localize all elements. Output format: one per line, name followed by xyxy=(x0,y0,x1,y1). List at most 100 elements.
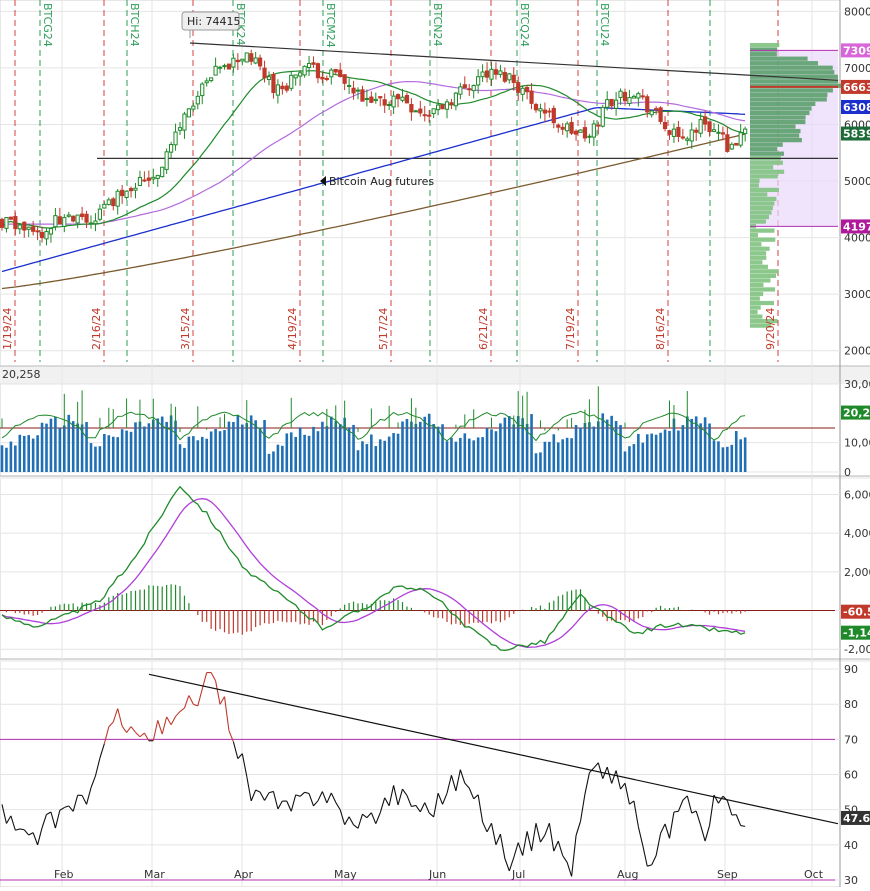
rsi-segment xyxy=(710,795,714,825)
volume-bar xyxy=(63,425,66,472)
volume-bar xyxy=(744,437,747,472)
candle-body xyxy=(58,217,61,224)
candle-body xyxy=(459,87,462,94)
candle-body xyxy=(290,75,293,88)
volume-bar xyxy=(455,442,458,472)
rsi-segment xyxy=(362,814,366,817)
rsi-segment xyxy=(269,791,273,792)
price-tick-label: 80000 xyxy=(844,5,870,18)
rsi-segment xyxy=(465,783,469,788)
volume-bar xyxy=(148,423,151,472)
contract-label: BTCM24 xyxy=(324,3,337,48)
rsi-segment xyxy=(251,790,255,801)
contract-label: BTCG24 xyxy=(41,3,54,47)
volume-bar xyxy=(121,429,124,472)
date-label: 2/16/24 xyxy=(90,308,103,350)
volume-profile-bar xyxy=(750,43,779,47)
candle-body xyxy=(735,143,738,145)
candle-body xyxy=(138,177,141,185)
volume-bar xyxy=(32,439,35,472)
rsi-trendline xyxy=(149,674,838,823)
date-label: 6/21/24 xyxy=(477,308,490,350)
rsi-segment xyxy=(322,792,326,803)
rsi-segment xyxy=(425,803,429,813)
volume-profile-bar xyxy=(750,147,777,151)
rsi-segment xyxy=(612,771,616,784)
volume-bar xyxy=(197,440,200,472)
candle-body xyxy=(241,59,244,61)
volume-profile-bar xyxy=(750,219,766,223)
candle-body xyxy=(85,214,88,222)
volume-bar xyxy=(321,422,324,472)
ma-100-line xyxy=(2,108,745,272)
candle-body xyxy=(112,199,115,206)
candle-body xyxy=(490,69,493,79)
volume-bar xyxy=(36,435,39,472)
volume-bar xyxy=(642,443,645,472)
volume-bar xyxy=(272,451,275,472)
volume-profile-bar xyxy=(750,170,784,174)
volume-bar xyxy=(624,451,627,472)
volume-profile-bar xyxy=(750,229,775,233)
month-label: Jun xyxy=(428,868,446,881)
date-label: 8/16/24 xyxy=(654,308,667,350)
volume-bar xyxy=(366,444,369,472)
volume-bar xyxy=(219,431,222,472)
volume-bar xyxy=(428,414,431,472)
price-right-label: 41970 xyxy=(843,220,870,233)
volume-bar xyxy=(717,441,720,472)
candle-body xyxy=(254,58,257,63)
candle-body xyxy=(245,53,248,62)
candle-body xyxy=(294,75,297,78)
candle-body xyxy=(23,222,26,230)
volume-profile-bar xyxy=(750,314,762,318)
rsi-segment xyxy=(131,727,135,733)
candle-body xyxy=(94,221,97,224)
candle-body xyxy=(285,86,288,90)
candle-body xyxy=(54,216,57,227)
rsi-segment xyxy=(505,858,509,870)
rsi-segment xyxy=(171,716,175,724)
rsi-segment xyxy=(496,834,500,845)
rsi-segment xyxy=(647,865,651,866)
volume-bar xyxy=(557,442,560,472)
candle-body xyxy=(668,131,671,135)
volume-profile-bar xyxy=(750,124,796,128)
rsi-segment xyxy=(527,831,531,850)
rsi-segment xyxy=(523,831,527,855)
volume-bar xyxy=(326,426,329,472)
candle-body xyxy=(98,209,101,219)
macd-right-label: -60.56 xyxy=(843,606,870,619)
price-tick-label: 50000 xyxy=(844,175,870,188)
volume-bar xyxy=(223,430,226,472)
candle-body xyxy=(695,130,698,132)
candle-body xyxy=(552,108,555,122)
candle-body xyxy=(388,105,391,106)
candle-body xyxy=(561,127,564,129)
rsi-segment xyxy=(233,742,237,759)
volume-bar xyxy=(383,441,386,472)
rsi-tick-label: 40 xyxy=(844,839,858,852)
candle-body xyxy=(410,104,413,111)
rsi-segment xyxy=(718,796,722,803)
volume-bar xyxy=(535,453,538,472)
candle-body xyxy=(352,88,355,93)
volume-bar xyxy=(188,437,191,472)
volume-bar xyxy=(406,419,409,472)
rsi-segment xyxy=(643,846,647,867)
candle-body xyxy=(650,111,653,115)
rsi-segment xyxy=(394,785,398,805)
candle-body xyxy=(641,96,644,97)
rsi-segment xyxy=(558,841,562,856)
volume-profile-bar xyxy=(750,192,767,196)
volume-bar xyxy=(401,421,404,472)
rsi-segment xyxy=(380,798,384,813)
rsi-segment xyxy=(104,727,108,744)
volume-bar xyxy=(637,434,640,472)
candle-body xyxy=(744,129,747,134)
candle-body xyxy=(365,98,368,99)
volume-bar xyxy=(397,434,400,472)
candle-body xyxy=(574,131,577,134)
volume-profile-bar xyxy=(750,206,773,210)
rsi-segment xyxy=(220,697,224,705)
